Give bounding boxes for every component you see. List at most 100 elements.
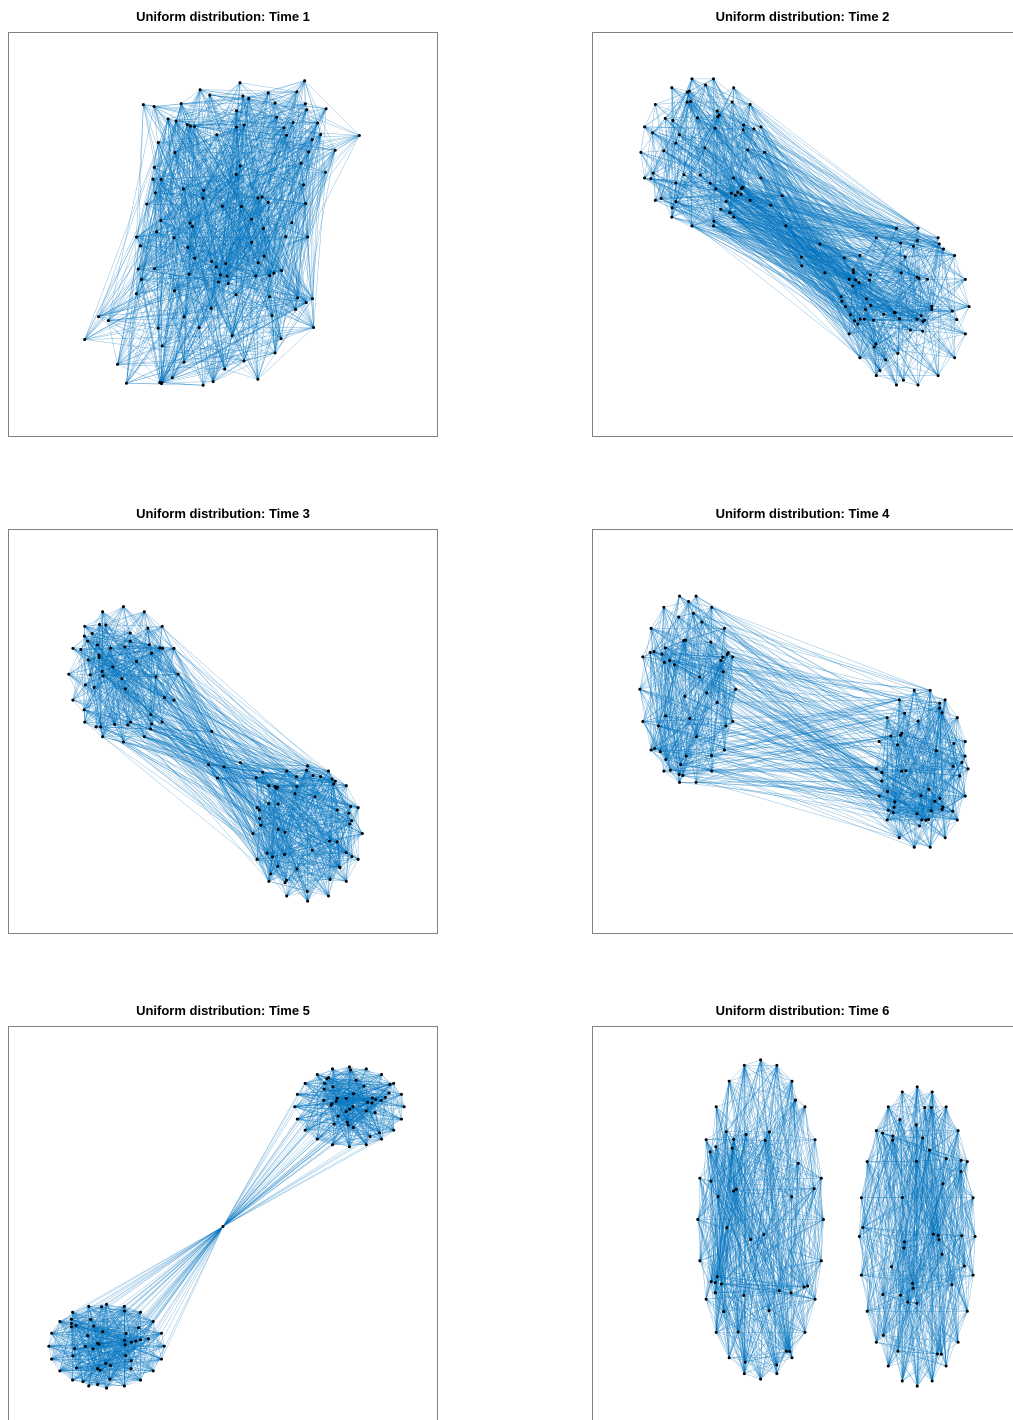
graph-node xyxy=(730,100,734,104)
graph-node xyxy=(100,669,104,673)
graph-node xyxy=(305,108,309,112)
graph-node xyxy=(159,218,163,222)
graph-node xyxy=(874,236,878,240)
graph-node xyxy=(214,265,218,269)
graph-node xyxy=(255,806,259,810)
graph-node xyxy=(924,818,928,822)
graph-node xyxy=(742,1293,746,1297)
graph-node xyxy=(87,1384,91,1388)
graph-node xyxy=(79,648,83,651)
graph-node xyxy=(173,151,177,154)
plot-axes xyxy=(8,529,438,934)
graph-node xyxy=(704,1138,708,1142)
graph-node xyxy=(295,1117,299,1121)
graph-node xyxy=(973,1234,977,1238)
graph-node xyxy=(258,817,262,821)
graph-node xyxy=(639,150,643,154)
graph-node xyxy=(670,86,674,90)
plot-axes xyxy=(592,1026,1013,1420)
graph-node xyxy=(373,1111,377,1115)
graph-node xyxy=(306,764,310,768)
graph-node xyxy=(670,215,674,219)
graph-node xyxy=(763,150,767,154)
graph-node xyxy=(159,177,163,181)
graph-node xyxy=(364,1067,368,1071)
graph-node xyxy=(254,776,258,780)
graph-node xyxy=(356,806,360,810)
nodes xyxy=(639,77,971,387)
graph-node xyxy=(886,790,889,793)
graph-node xyxy=(305,890,309,893)
graph-node xyxy=(225,274,229,278)
graph-node xyxy=(677,133,681,137)
graph-node xyxy=(344,784,348,788)
graph-node xyxy=(295,1092,299,1096)
graph-node xyxy=(74,1366,78,1370)
graph-node xyxy=(276,865,280,869)
graph-node xyxy=(910,1281,914,1285)
graph-node xyxy=(715,1275,719,1279)
graph-node xyxy=(694,780,698,784)
graph-node xyxy=(858,356,862,360)
plot-axes xyxy=(8,1026,438,1420)
graph-node xyxy=(364,1143,368,1147)
graph-node xyxy=(889,1265,893,1269)
plot-axes xyxy=(592,529,1013,934)
graph-node xyxy=(106,319,110,323)
graph-node xyxy=(345,1120,349,1124)
graph-node xyxy=(903,711,907,715)
graph-node xyxy=(643,125,647,129)
graph-node xyxy=(250,240,254,244)
graph-node xyxy=(730,1146,734,1150)
graph-node xyxy=(223,367,227,371)
graph-node xyxy=(749,1237,753,1241)
graph-node xyxy=(658,750,662,754)
graph-node xyxy=(724,1130,728,1134)
graph-node xyxy=(891,1138,895,1142)
graph-node xyxy=(880,779,884,783)
graph-node xyxy=(955,716,959,720)
plot-axes xyxy=(8,32,438,437)
graph-node xyxy=(848,313,852,317)
graph-node xyxy=(689,99,693,103)
graph-node xyxy=(956,1129,960,1133)
graph-node xyxy=(899,271,903,275)
graph-node xyxy=(335,840,339,844)
graph-node xyxy=(304,202,308,206)
graph-node xyxy=(731,720,735,724)
graph-node xyxy=(891,811,895,815)
graph-node xyxy=(886,1364,890,1368)
graph-node xyxy=(134,235,138,239)
graph-node xyxy=(83,1344,87,1348)
graph-node xyxy=(58,1369,62,1373)
graph-node xyxy=(823,271,827,275)
graph-node xyxy=(152,267,156,271)
graph-node xyxy=(270,855,274,859)
graph-node xyxy=(709,640,713,644)
graph-node xyxy=(303,102,307,106)
graph-node xyxy=(971,1196,975,1200)
graph-node xyxy=(663,646,667,650)
graph-node xyxy=(124,1332,128,1336)
edges xyxy=(697,1059,976,1387)
graph-node xyxy=(955,318,959,322)
graph-node xyxy=(943,698,947,702)
graph-node xyxy=(304,301,308,305)
edge-lines xyxy=(697,1059,976,1387)
graph-node xyxy=(729,191,733,195)
graph-node xyxy=(865,1309,869,1313)
graph-node xyxy=(710,754,714,758)
graph-node xyxy=(938,706,942,710)
graph-node xyxy=(260,195,264,199)
graph-node xyxy=(877,794,881,798)
graph-node xyxy=(380,1137,384,1141)
graph-node xyxy=(211,380,215,384)
graph-node xyxy=(218,273,222,277)
graph-node xyxy=(941,805,945,809)
graph-node xyxy=(137,1326,141,1330)
graph-node xyxy=(684,754,688,758)
graph-node xyxy=(267,801,271,805)
graph-node xyxy=(129,720,133,724)
graph-node xyxy=(794,1098,798,1102)
graph-node xyxy=(652,650,656,654)
